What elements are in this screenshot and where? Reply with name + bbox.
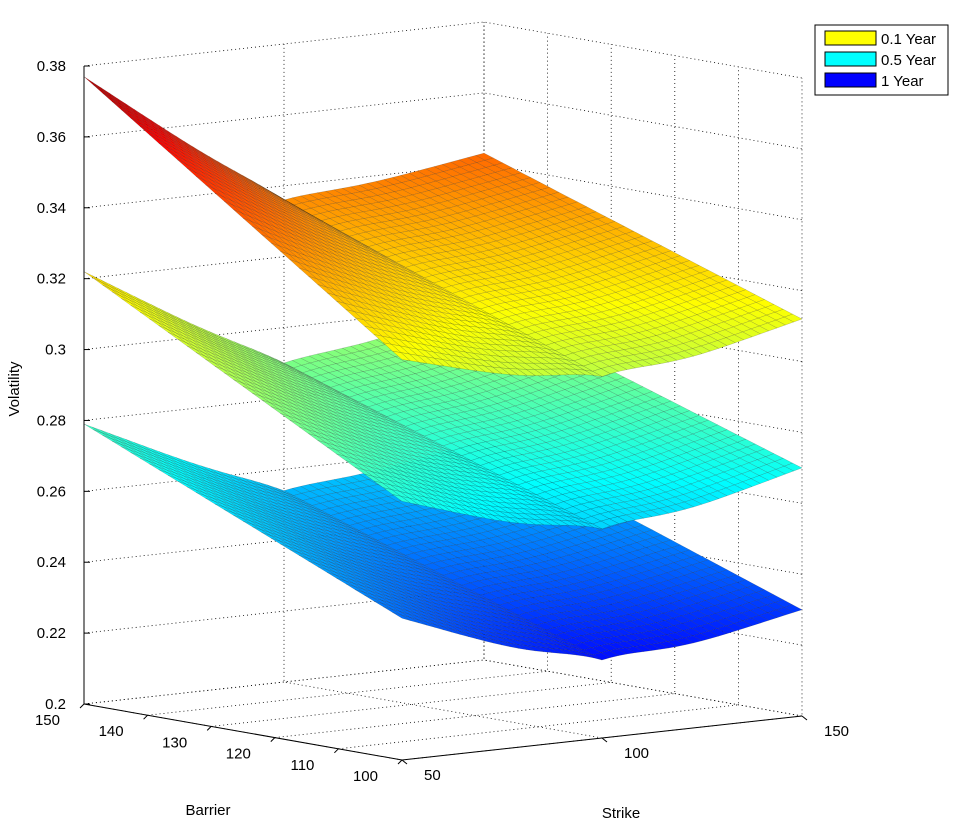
surface-patch bbox=[83, 76, 102, 91]
z-grid-line bbox=[83, 92, 803, 150]
legend-label-0-5-year: 0.5 Year bbox=[881, 52, 936, 69]
legend-label-0-1-year: 0.1 Year bbox=[881, 31, 936, 48]
barrier-tick-label: 150 bbox=[35, 712, 60, 729]
legend-swatch-1-year bbox=[824, 72, 877, 88]
barrier-tick-mark bbox=[143, 714, 148, 720]
z-tick-label: 0.2 bbox=[45, 696, 66, 713]
strike-tick-label: 150 bbox=[824, 723, 849, 740]
barrier-tick-label: 110 bbox=[290, 757, 314, 774]
z-tick-label: 0.24 bbox=[37, 554, 66, 571]
surface-patch bbox=[83, 423, 102, 433]
barrier-tick-mark bbox=[397, 759, 403, 765]
barrier-tick-label: 130 bbox=[162, 734, 187, 751]
barrier-tick-mark bbox=[334, 748, 339, 754]
z-grid-line bbox=[83, 21, 803, 79]
barrier-tick-mark bbox=[270, 737, 276, 742]
surfaces bbox=[83, 76, 803, 661]
z-tick-label: 0.34 bbox=[37, 200, 66, 217]
legend: 0.1 Year 0.5 Year 1 Year bbox=[814, 24, 949, 96]
surface-patch bbox=[92, 81, 111, 96]
barrier-tick-label: 140 bbox=[99, 723, 124, 740]
legend-label-1-year: 1 Year bbox=[881, 73, 924, 90]
z-tick-label: 0.3 bbox=[45, 342, 66, 359]
z-axis-label: Volatility bbox=[6, 361, 23, 417]
strike-axis-label: Strike bbox=[602, 805, 640, 822]
z-tick-label: 0.32 bbox=[37, 271, 66, 288]
z-grid-line bbox=[83, 659, 803, 717]
barrier-axis-label: Barrier bbox=[185, 802, 230, 819]
barrier-tick-label: 120 bbox=[226, 746, 251, 763]
legend-swatch-0-1-year bbox=[824, 30, 877, 46]
z-tick-label: 0.28 bbox=[37, 412, 66, 429]
strike-tick-label: 50 bbox=[424, 767, 441, 784]
surface-patch bbox=[92, 275, 111, 287]
z-tick-label: 0.22 bbox=[37, 625, 66, 642]
legend-swatch-0-5-year bbox=[824, 51, 877, 67]
strike-tick-label: 100 bbox=[624, 745, 649, 762]
surface-patch bbox=[83, 271, 102, 283]
strike-grid-line bbox=[283, 44, 603, 739]
strike-tick-mark bbox=[401, 759, 408, 765]
barrier-tick-mark bbox=[79, 703, 85, 709]
strike-tick-mark bbox=[601, 737, 608, 743]
surface-patch bbox=[392, 612, 411, 621]
strike-tick-mark bbox=[801, 715, 808, 721]
z-tick-label: 0.36 bbox=[37, 129, 66, 146]
z-tick-label: 0.26 bbox=[37, 483, 66, 500]
surface-patch bbox=[101, 90, 120, 104]
z-tick-label: 0.38 bbox=[37, 58, 66, 75]
surface-patch bbox=[93, 84, 112, 99]
barrier-tick-mark bbox=[206, 726, 212, 731]
barrier-tick-label: 100 bbox=[353, 768, 378, 785]
